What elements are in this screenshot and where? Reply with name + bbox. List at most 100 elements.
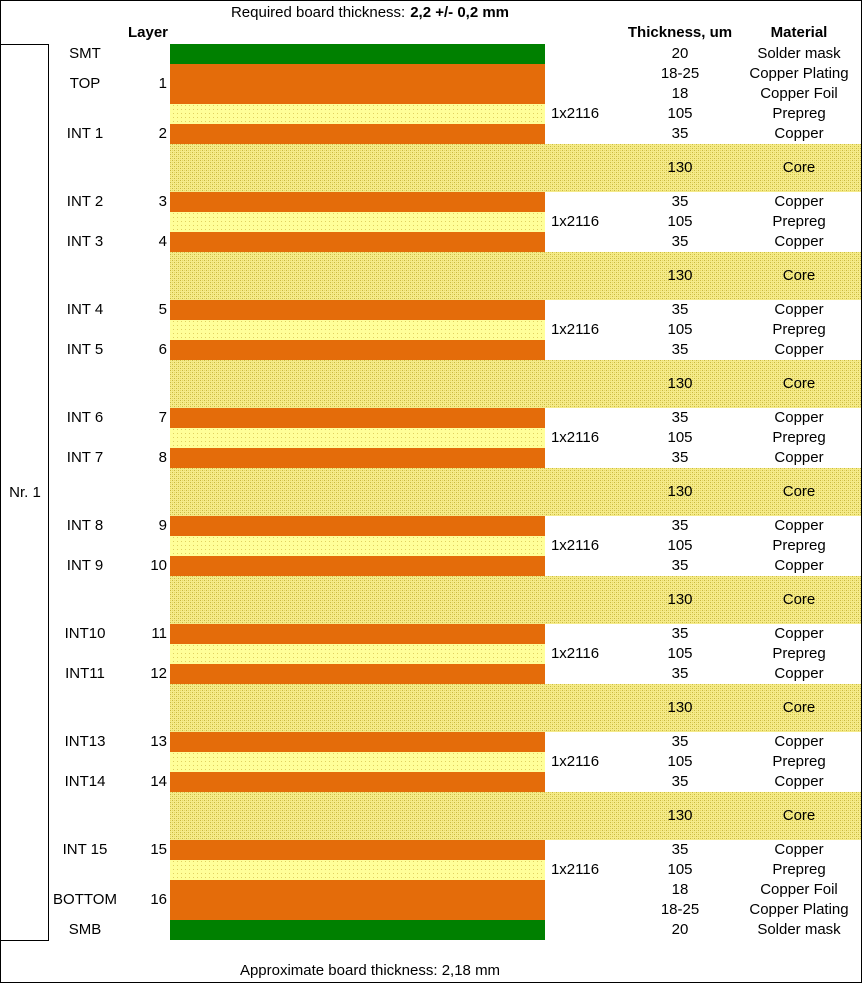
layer-bar [170,300,545,320]
material: Copper Plating [749,65,848,82]
material: Copper [774,733,823,750]
material: Copper Foil [760,85,838,102]
material: Copper [774,125,823,142]
thickness: 105 [667,105,692,122]
thickness: 35 [672,341,689,358]
material: Prepreg [772,753,825,770]
layer-number: 14 [150,773,167,790]
thickness: 20 [672,921,689,938]
material: Copper [774,625,823,642]
thickness: 18-25 [661,901,699,918]
material: Prepreg [772,537,825,554]
layer-bar [170,44,545,64]
layer-name: INT 3 [67,233,103,250]
thickness: 18 [672,881,689,898]
layer-number: 3 [159,193,167,210]
footer: Approximate board thickness: 2,18 mm [240,962,500,979]
thickness: 130 [667,591,692,608]
layer-name: INT 4 [67,301,103,318]
construction: 1x2116 [551,645,599,662]
layer-bar [170,516,545,536]
thickness: 105 [667,861,692,878]
thickness: 35 [672,841,689,858]
thickness: 105 [667,645,692,662]
thickness: 35 [672,449,689,466]
layer-name: BOTTOM [53,891,117,908]
thickness: 35 [672,733,689,750]
thickness: 18 [672,85,689,102]
layer-bar [170,320,545,340]
thickness: 18-25 [661,65,699,82]
title: Required board thickness: 2,2 +/- 0,2 mm [231,4,509,21]
thickness: 105 [667,429,692,446]
layer-bar [170,536,545,556]
layer-number: 9 [159,517,167,534]
layer-name: INT14 [65,773,106,790]
construction: 1x2116 [551,213,599,230]
thickness: 105 [667,213,692,230]
thickness: 35 [672,233,689,250]
material: Copper [774,557,823,574]
layer-name: INT 7 [67,449,103,466]
material: Prepreg [772,645,825,662]
core-layer [170,144,861,192]
core-layer [170,792,861,840]
title-prefix: Required board thickness: [231,4,405,21]
construction: 1x2116 [551,429,599,446]
core-layer [170,684,861,732]
layer-bar [170,84,545,104]
layer-bar [170,556,545,576]
layer-number: 16 [150,891,167,908]
material: Copper [774,193,823,210]
thickness: 130 [667,699,692,716]
layer-number: 13 [150,733,167,750]
thickness: 130 [667,159,692,176]
material: Prepreg [772,213,825,230]
material: Core [783,375,816,392]
thickness: 105 [667,753,692,770]
construction: 1x2116 [551,753,599,770]
layer-bar [170,192,545,212]
thickness: 130 [667,483,692,500]
thickness: 35 [672,665,689,682]
layer-bar [170,428,545,448]
layer-bar [170,752,545,772]
layer-bar [170,664,545,684]
thickness: 130 [667,267,692,284]
layer-number: 12 [150,665,167,682]
material: Prepreg [772,321,825,338]
construction: 1x2116 [551,105,599,122]
material-header: Material [771,24,828,41]
material: Prepreg [772,105,825,122]
material: Copper [774,301,823,318]
thickness: 20 [672,45,689,62]
group-label: Nr. 1 [9,484,41,501]
core-layer [170,252,861,300]
layer-number: 1 [159,75,167,92]
layer-bar [170,624,545,644]
layer-name: INT 2 [67,193,103,210]
material: Solder mask [757,921,841,938]
layer-name: INT 1 [67,125,103,142]
core-layer [170,360,861,408]
layer-name: INT 15 [63,841,108,858]
thickness: 35 [672,193,689,210]
layer-bar [170,732,545,752]
thickness: 35 [672,517,689,534]
construction: 1x2116 [551,861,599,878]
layer-bar [170,860,545,880]
thickness: 35 [672,557,689,574]
material: Prepreg [772,429,825,446]
thickness: 35 [672,301,689,318]
layer-name: INT 8 [67,517,103,534]
layer-number: 2 [159,125,167,142]
material: Core [783,591,816,608]
layer-bar [170,880,545,900]
layer-name: INT 9 [67,557,103,574]
material: Copper [774,665,823,682]
layer-bar [170,772,545,792]
layer-number: 7 [159,409,167,426]
layer-number: 8 [159,449,167,466]
material: Copper [774,449,823,466]
